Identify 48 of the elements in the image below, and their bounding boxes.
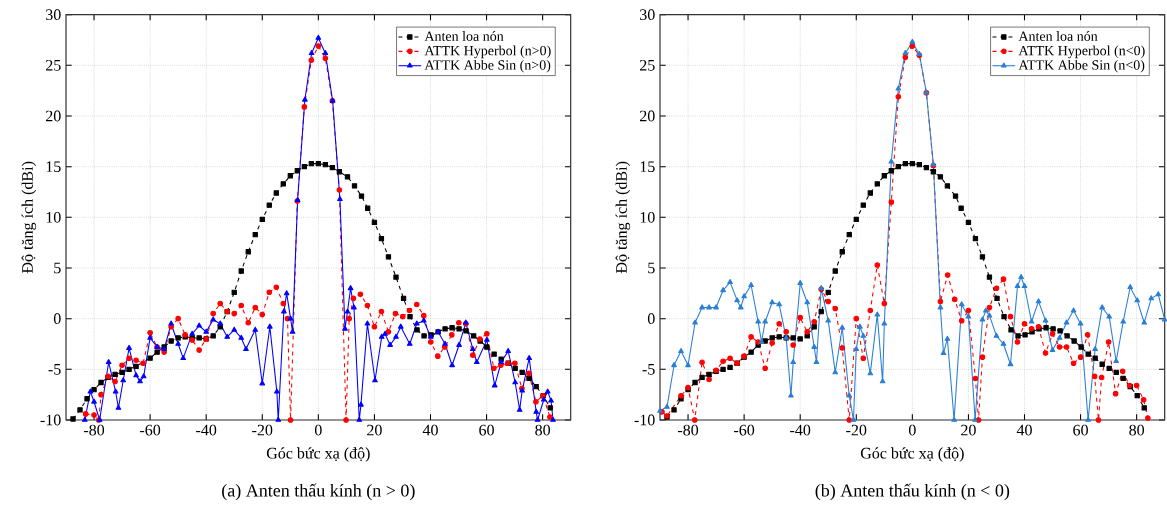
y-tick-label: 15 bbox=[640, 161, 655, 173]
x-axis-title: Góc bức xạ (độ) bbox=[860, 447, 964, 462]
x-tick-label: -60 bbox=[140, 424, 161, 436]
y-tick-label: 10 bbox=[46, 211, 61, 223]
x-axis-title: Góc bức xạ (độ) bbox=[266, 447, 370, 462]
text: (b) Anten thấu kính (n < 0) bbox=[815, 483, 1010, 501]
x-tick-label: 80 bbox=[535, 424, 551, 436]
x-tick-label: 0 bbox=[314, 424, 322, 436]
y-tick-label: 5 bbox=[54, 262, 61, 274]
x-tick-label: -60 bbox=[734, 424, 755, 436]
x-tick-label: 60 bbox=[1073, 424, 1088, 436]
x-tick-label: 60 bbox=[479, 424, 494, 436]
y-tick-label: 10 bbox=[640, 211, 655, 223]
y-tick-label: 30 bbox=[46, 9, 61, 21]
y-tick-label: 30 bbox=[640, 9, 655, 21]
legend-label: ATTK Abbe Sin (n<0) bbox=[1018, 59, 1145, 73]
y-tick-label: -10 bbox=[40, 414, 61, 426]
x-tick-label: -40 bbox=[790, 424, 811, 436]
x-tick-label: -80 bbox=[83, 424, 105, 436]
x-tick-label: 80 bbox=[1129, 424, 1145, 436]
text: (a) Anten thấu kính (n > 0) bbox=[222, 483, 415, 501]
legend-label: ATTK Abbe Sin (n>0) bbox=[424, 59, 551, 73]
x-tick-label: 20 bbox=[367, 424, 382, 436]
y-tick-label: -10 bbox=[634, 414, 655, 426]
x-tick-label: -80 bbox=[677, 424, 699, 436]
y-tick-label: 0 bbox=[53, 313, 61, 325]
x-tick-label: 40 bbox=[1016, 424, 1032, 436]
y-tick-label: 15 bbox=[46, 161, 61, 173]
legend-label: Anten loa nón bbox=[424, 31, 504, 41]
x-tick-label: 40 bbox=[422, 424, 438, 436]
x-tick-label: 20 bbox=[961, 424, 976, 436]
x-tick-label: -20 bbox=[846, 424, 867, 436]
y-axis-title: Độ tăng ích (dBi) bbox=[21, 161, 37, 274]
x-tick-label: -40 bbox=[196, 424, 217, 436]
y-tick-label: 25 bbox=[46, 59, 61, 71]
y-tick-label: 5 bbox=[648, 262, 655, 274]
y-tick-label: 0 bbox=[647, 313, 655, 325]
y-tick-label: -5 bbox=[48, 364, 61, 375]
y-tick-label: 25 bbox=[640, 59, 655, 71]
legend-label: Anten loa nón bbox=[1018, 31, 1098, 41]
y-axis-title: Độ tăng ích (dBi) bbox=[615, 161, 631, 274]
y-tick-label: 20 bbox=[46, 110, 61, 122]
legend-label: ATTK Hyperbol (n<0) bbox=[1018, 45, 1145, 59]
y-tick-label: -5 bbox=[642, 364, 655, 375]
x-tick-label: 0 bbox=[908, 424, 916, 436]
y-tick-label: 20 bbox=[640, 110, 655, 122]
x-tick-label: -20 bbox=[252, 424, 273, 436]
legend-label: ATTK Hyperbol (n>0) bbox=[424, 45, 551, 59]
